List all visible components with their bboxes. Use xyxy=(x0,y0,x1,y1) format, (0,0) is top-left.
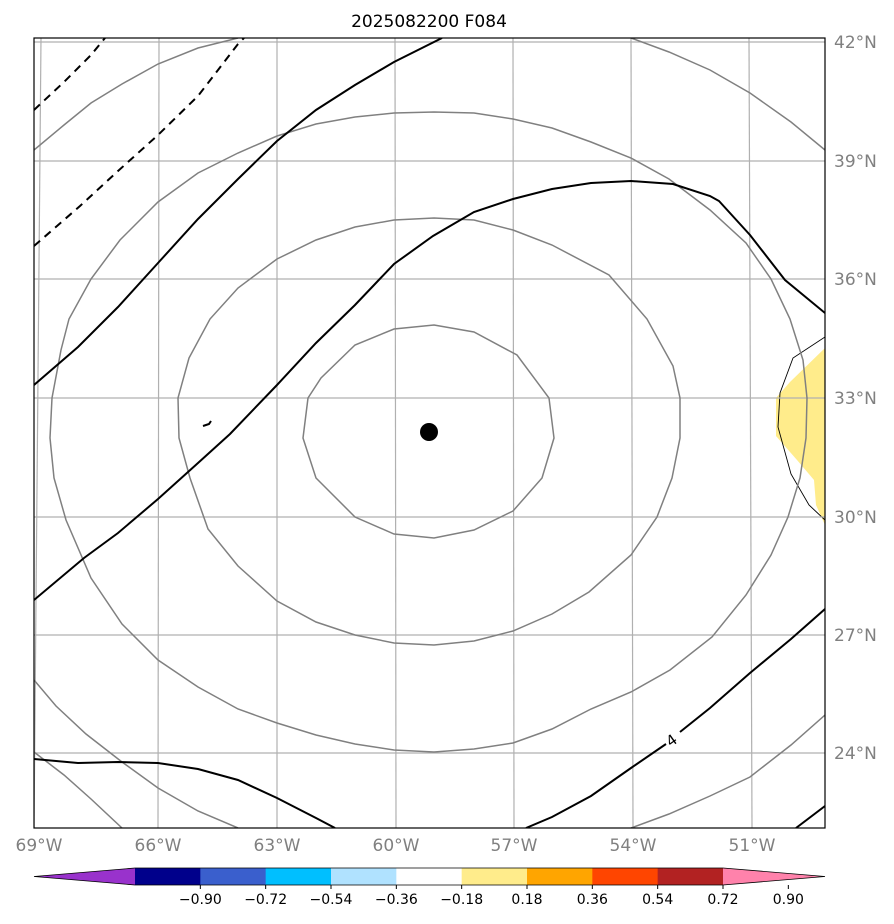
range-ring-4c xyxy=(34,679,239,828)
map-area: 4 xyxy=(34,38,825,828)
lat-label: 24°N xyxy=(834,744,877,764)
contour-line-5 xyxy=(795,805,825,828)
lat-label: 42°N xyxy=(834,33,877,53)
storm-center-marker xyxy=(420,423,438,441)
colorbar-swatch xyxy=(396,868,463,885)
colorbar-tick-label: −0.18 xyxy=(440,892,483,908)
colorbar-outline xyxy=(33,867,826,886)
colorbar-tick-label: −0.36 xyxy=(375,892,418,908)
range-rings xyxy=(34,38,825,828)
gridline-lon-60 xyxy=(394,38,397,828)
gridline-lon-51 xyxy=(748,38,753,828)
contour-line-1 xyxy=(34,38,443,386)
lon-label: 51°W xyxy=(729,836,776,856)
colorbar-swatch xyxy=(265,868,332,885)
chart-title: 2025082200 F084 xyxy=(351,12,507,32)
lat-label: 30°N xyxy=(834,508,877,528)
colorbar-swatch xyxy=(527,868,593,885)
colorbar-tick-label: −0.54 xyxy=(310,892,353,908)
colorbar-extend-high xyxy=(723,868,825,885)
colorbar-tick-label: 0.90 xyxy=(773,892,804,908)
range-ring-4d xyxy=(630,714,825,828)
contour-label: 4 xyxy=(663,730,681,750)
range-ring-3 xyxy=(49,111,808,753)
lon-label: 63°W xyxy=(254,836,301,856)
contour-line-4b xyxy=(679,608,825,733)
range-ring-4b xyxy=(630,38,825,151)
lat-label: 27°N xyxy=(834,626,877,646)
contour-line-4 xyxy=(525,743,667,828)
contour-line-2 xyxy=(34,179,825,601)
colorbar-swatch xyxy=(200,868,267,885)
range-ring-1 xyxy=(302,324,555,539)
lon-label: 66°W xyxy=(135,836,182,856)
lon-label: 60°W xyxy=(373,836,420,856)
gridline-lon-54 xyxy=(630,38,634,828)
coastline xyxy=(777,336,825,521)
gridline-lon-66 xyxy=(157,38,160,828)
gridline-lon-57 xyxy=(512,38,515,828)
lon-label: 54°W xyxy=(610,836,657,856)
gridline-lon-69 xyxy=(34,38,42,828)
lon-label: 57°W xyxy=(491,836,538,856)
lat-label: 33°N xyxy=(834,389,877,409)
longitude-labels: 69°W 66°W 63°W 60°W 57°W 54°W 51°W xyxy=(16,836,776,856)
range-ring-4 xyxy=(34,38,239,151)
dashed-contour-2 xyxy=(34,38,245,247)
map-frame xyxy=(33,37,826,829)
colorbar-swatch xyxy=(657,868,724,885)
contour-lines xyxy=(34,38,825,828)
dashed-contour-1 xyxy=(34,38,106,111)
contour-line-3 xyxy=(34,758,336,828)
latitude-labels: 42°N 39°N 36°N 33°N 30°N 27°N 24°N xyxy=(834,33,877,764)
colorbar-tick-label: 0.36 xyxy=(577,892,608,908)
colorbar-tick-label: −0.90 xyxy=(179,892,222,908)
colorbar-extend-low xyxy=(34,868,135,885)
colorbar-swatch xyxy=(135,868,201,885)
colorbar-tick-label: 0.72 xyxy=(707,892,738,908)
shaded-region xyxy=(776,348,825,525)
lat-label: 39°N xyxy=(834,152,877,172)
range-ring-2 xyxy=(177,217,681,646)
colorbar-tick-label: −0.72 xyxy=(244,892,287,908)
colorbar-swatch xyxy=(592,868,659,885)
gridlines xyxy=(34,38,825,828)
range-ring-4e xyxy=(34,751,123,828)
colorbar-swatch xyxy=(461,868,528,885)
colorbar-swatch xyxy=(331,868,397,885)
contour-small xyxy=(202,420,212,427)
lon-label: 69°W xyxy=(16,836,63,856)
colorbar: −0.90 −0.72 −0.54 −0.36 −0.18 0.18 0.36 0.54 0.7… xyxy=(33,867,826,908)
colorbar-tick-label: 0.18 xyxy=(511,892,542,908)
colorbar-tick-label: 0.54 xyxy=(642,892,673,908)
lat-label: 36°N xyxy=(834,270,877,290)
